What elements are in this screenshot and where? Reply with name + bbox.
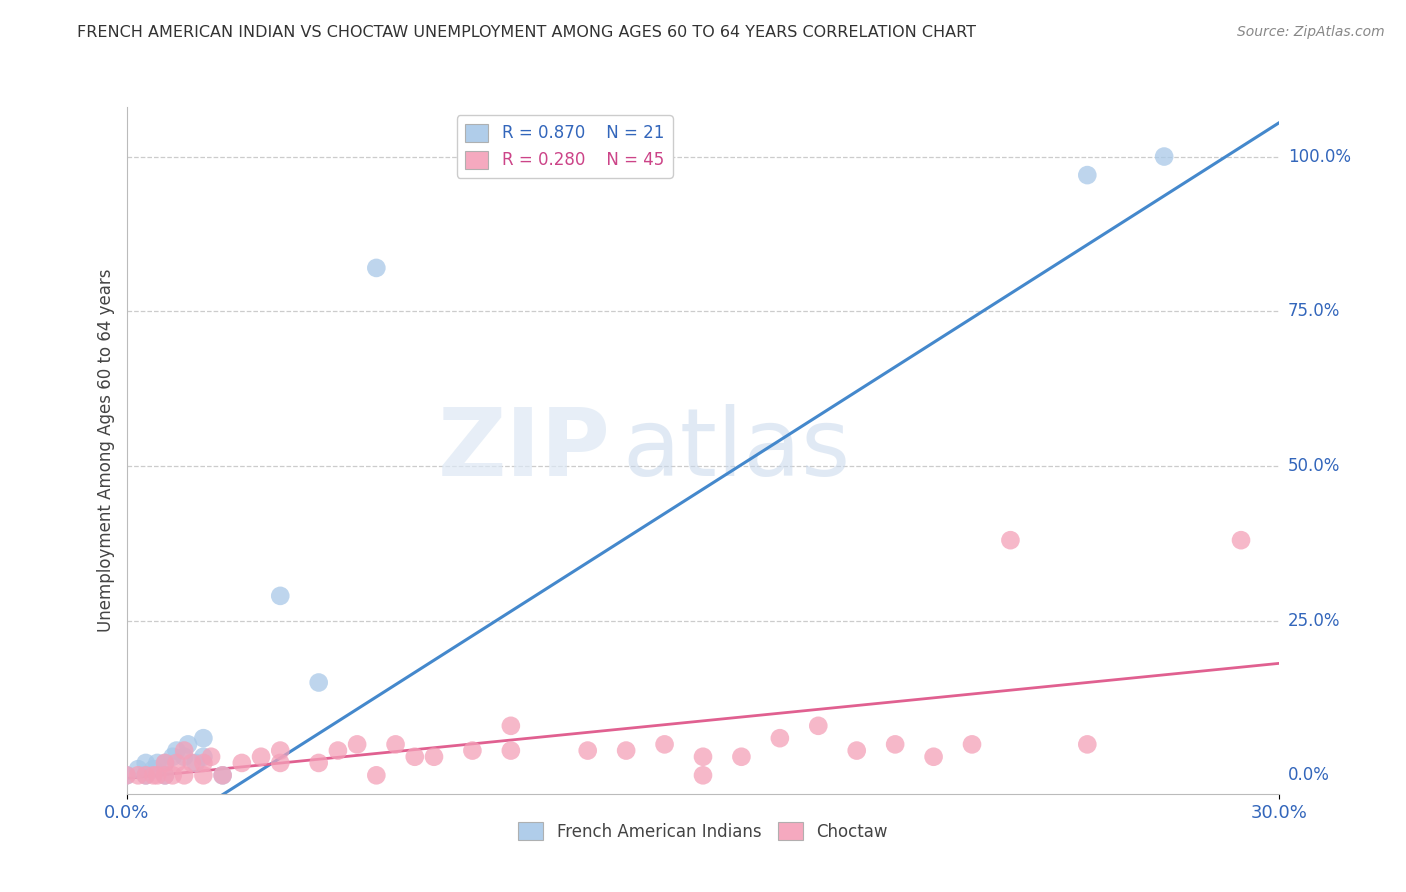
Text: atlas: atlas bbox=[623, 404, 851, 497]
Point bbox=[250, 749, 273, 764]
Point bbox=[366, 768, 388, 782]
Point bbox=[200, 749, 222, 764]
Point bbox=[269, 743, 291, 757]
Point bbox=[960, 738, 983, 752]
Point bbox=[269, 589, 291, 603]
Point bbox=[769, 731, 792, 746]
Point bbox=[1230, 533, 1253, 548]
Point bbox=[404, 749, 426, 764]
Text: 50.0%: 50.0% bbox=[1288, 457, 1340, 475]
Point bbox=[162, 749, 184, 764]
Point bbox=[153, 756, 176, 770]
Point bbox=[127, 768, 149, 782]
Text: 25.0%: 25.0% bbox=[1288, 612, 1340, 630]
Point bbox=[127, 762, 149, 776]
Point bbox=[231, 756, 253, 770]
Point bbox=[308, 675, 330, 690]
Point bbox=[173, 749, 195, 764]
Text: FRENCH AMERICAN INDIAN VS CHOCTAW UNEMPLOYMENT AMONG AGES 60 TO 64 YEARS CORRELA: FRENCH AMERICAN INDIAN VS CHOCTAW UNEMPL… bbox=[77, 25, 976, 40]
Point bbox=[166, 743, 188, 757]
Point bbox=[654, 738, 676, 752]
Point bbox=[346, 738, 368, 752]
Point bbox=[166, 756, 188, 770]
Point bbox=[184, 756, 207, 770]
Point bbox=[576, 743, 599, 757]
Point bbox=[692, 749, 714, 764]
Text: ZIP: ZIP bbox=[437, 404, 610, 497]
Point bbox=[135, 768, 157, 782]
Point bbox=[211, 768, 233, 782]
Point bbox=[807, 719, 830, 733]
Text: Source: ZipAtlas.com: Source: ZipAtlas.com bbox=[1237, 25, 1385, 39]
Point bbox=[423, 749, 446, 764]
Point bbox=[135, 756, 157, 770]
Point bbox=[193, 768, 215, 782]
Point bbox=[308, 756, 330, 770]
Point bbox=[142, 768, 165, 782]
Point bbox=[1076, 738, 1098, 752]
Point bbox=[366, 260, 388, 275]
Point bbox=[845, 743, 868, 757]
Point bbox=[146, 768, 169, 782]
Point bbox=[146, 756, 169, 770]
Point bbox=[115, 768, 138, 782]
Y-axis label: Unemployment Among Ages 60 to 64 years: Unemployment Among Ages 60 to 64 years bbox=[97, 268, 115, 632]
Point bbox=[461, 743, 484, 757]
Point bbox=[135, 768, 157, 782]
Text: 100.0%: 100.0% bbox=[1288, 147, 1351, 166]
Point bbox=[153, 756, 176, 770]
Point bbox=[499, 743, 522, 757]
Point bbox=[384, 738, 406, 752]
Point bbox=[193, 731, 215, 746]
Point bbox=[922, 749, 945, 764]
Point bbox=[173, 768, 195, 782]
Point bbox=[153, 768, 176, 782]
Text: 75.0%: 75.0% bbox=[1288, 302, 1340, 320]
Point bbox=[614, 743, 637, 757]
Point bbox=[177, 738, 200, 752]
Text: 0.0%: 0.0% bbox=[1288, 766, 1330, 784]
Point bbox=[884, 738, 907, 752]
Point bbox=[692, 768, 714, 782]
Point bbox=[142, 762, 165, 776]
Point bbox=[1000, 533, 1022, 548]
Point bbox=[211, 768, 233, 782]
Point bbox=[115, 768, 138, 782]
Point bbox=[180, 756, 202, 770]
Point bbox=[730, 749, 752, 764]
Point bbox=[1153, 149, 1175, 163]
Point bbox=[193, 749, 215, 764]
Point bbox=[153, 768, 176, 782]
Point bbox=[269, 756, 291, 770]
Point bbox=[193, 756, 215, 770]
Point bbox=[162, 768, 184, 782]
Point bbox=[326, 743, 349, 757]
Legend: French American Indians, Choctaw: French American Indians, Choctaw bbox=[512, 815, 894, 847]
Point bbox=[1076, 168, 1098, 182]
Point bbox=[499, 719, 522, 733]
Point bbox=[173, 743, 195, 757]
